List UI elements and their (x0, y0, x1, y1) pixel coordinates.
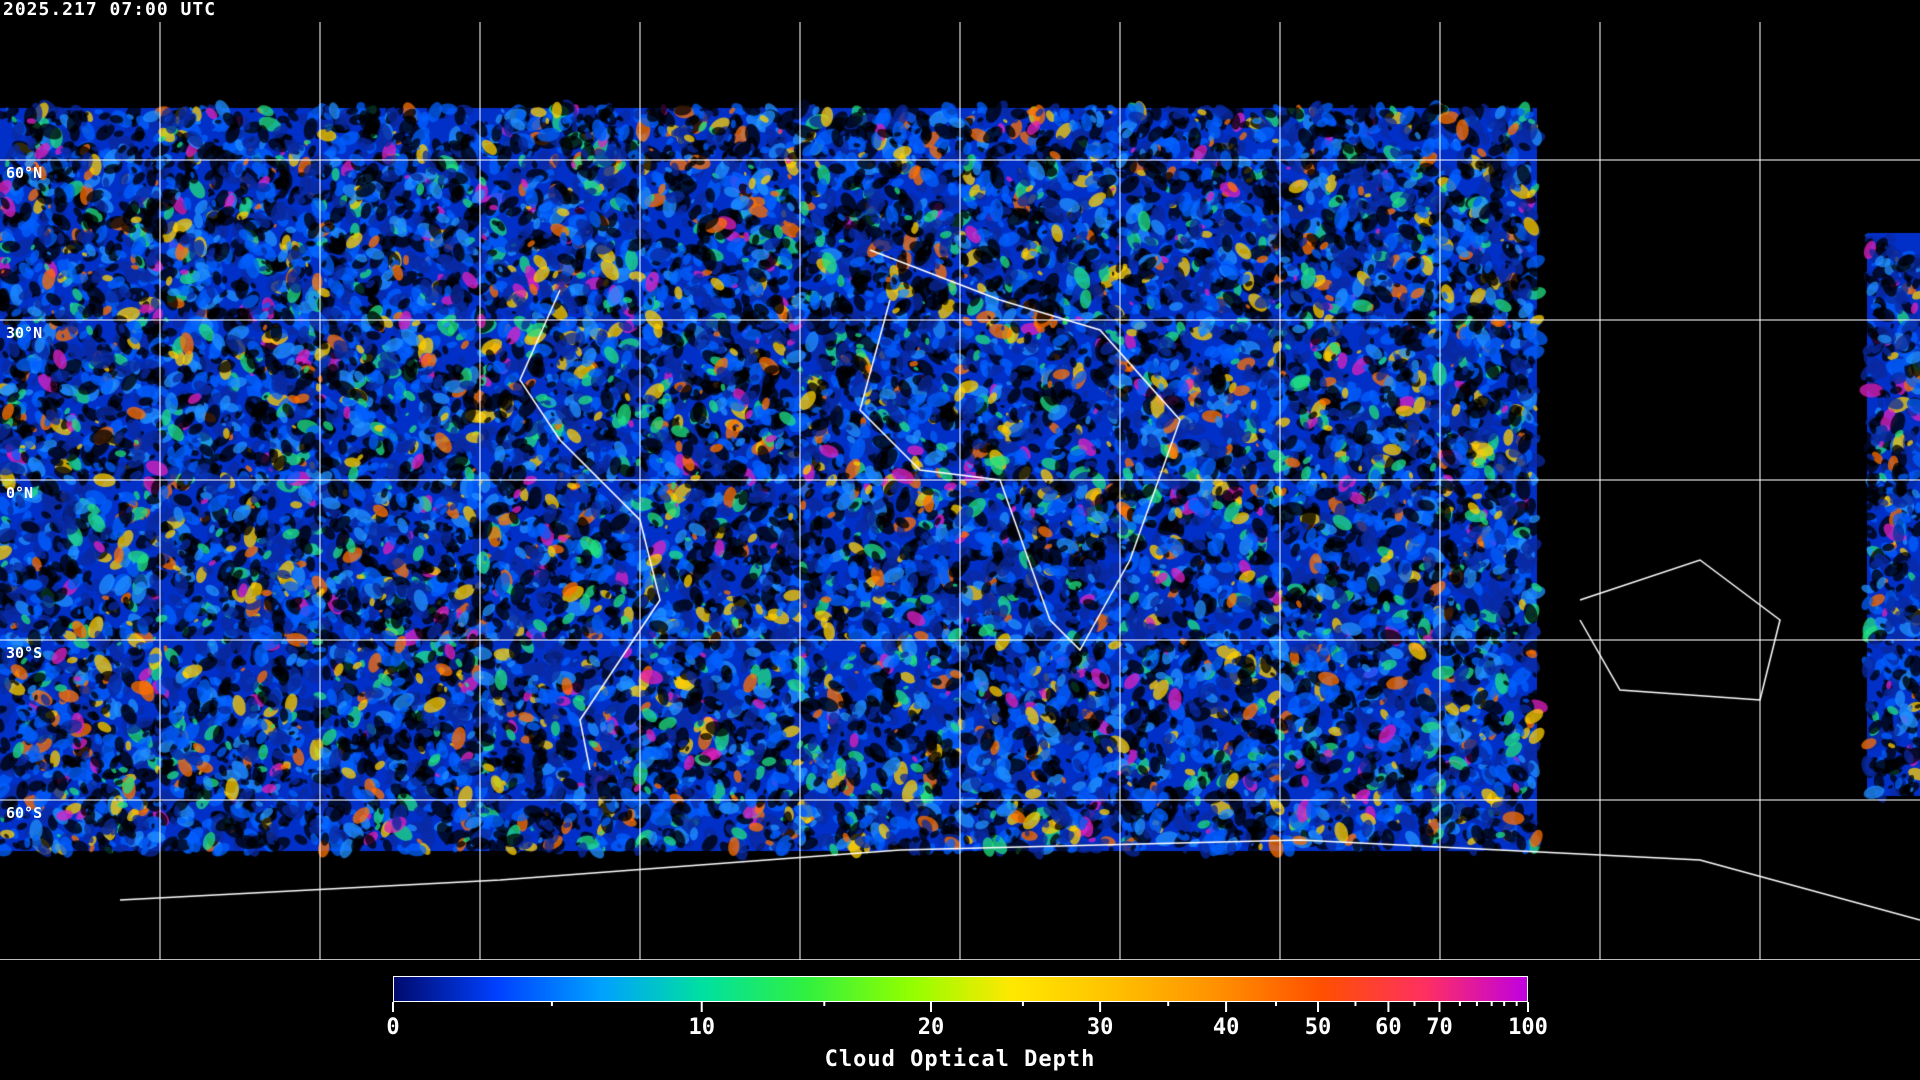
colorbar (393, 976, 1528, 1002)
colorbar-tick-label: 0 (386, 1015, 400, 1040)
lat-lon-grid (0, 22, 1920, 960)
colorbar-tick-label: 40 (1212, 1015, 1240, 1040)
colorbar-tick-label: 70 (1426, 1015, 1453, 1040)
colorbar-title: Cloud Optical Depth (824, 1047, 1096, 1072)
colorbar-tick-label: 100 (1508, 1015, 1548, 1040)
lat-label-30s: 30°S (6, 644, 43, 662)
colorbar-tick-label: 30 (1086, 1015, 1114, 1040)
lat-label-60n: 60°N (6, 164, 43, 182)
colorbar-tick-label: 20 (917, 1015, 945, 1040)
lat-label-equator: 0°N (6, 484, 34, 502)
colorbar-tick-label: 60 (1375, 1015, 1402, 1040)
lat-label-30n: 30°N (6, 324, 43, 342)
timestamp: 2025.217 07:00 UTC (3, 0, 217, 20)
colorbar-tick-label: 50 (1304, 1015, 1332, 1040)
cloud-optical-depth-map: 2025.217 07:00 UTC 60°N 30°N 0°N 30°S 60… (0, 0, 1920, 960)
colorbar-tick-label: 10 (688, 1015, 715, 1040)
lat-label-60s: 60°S (6, 804, 43, 822)
